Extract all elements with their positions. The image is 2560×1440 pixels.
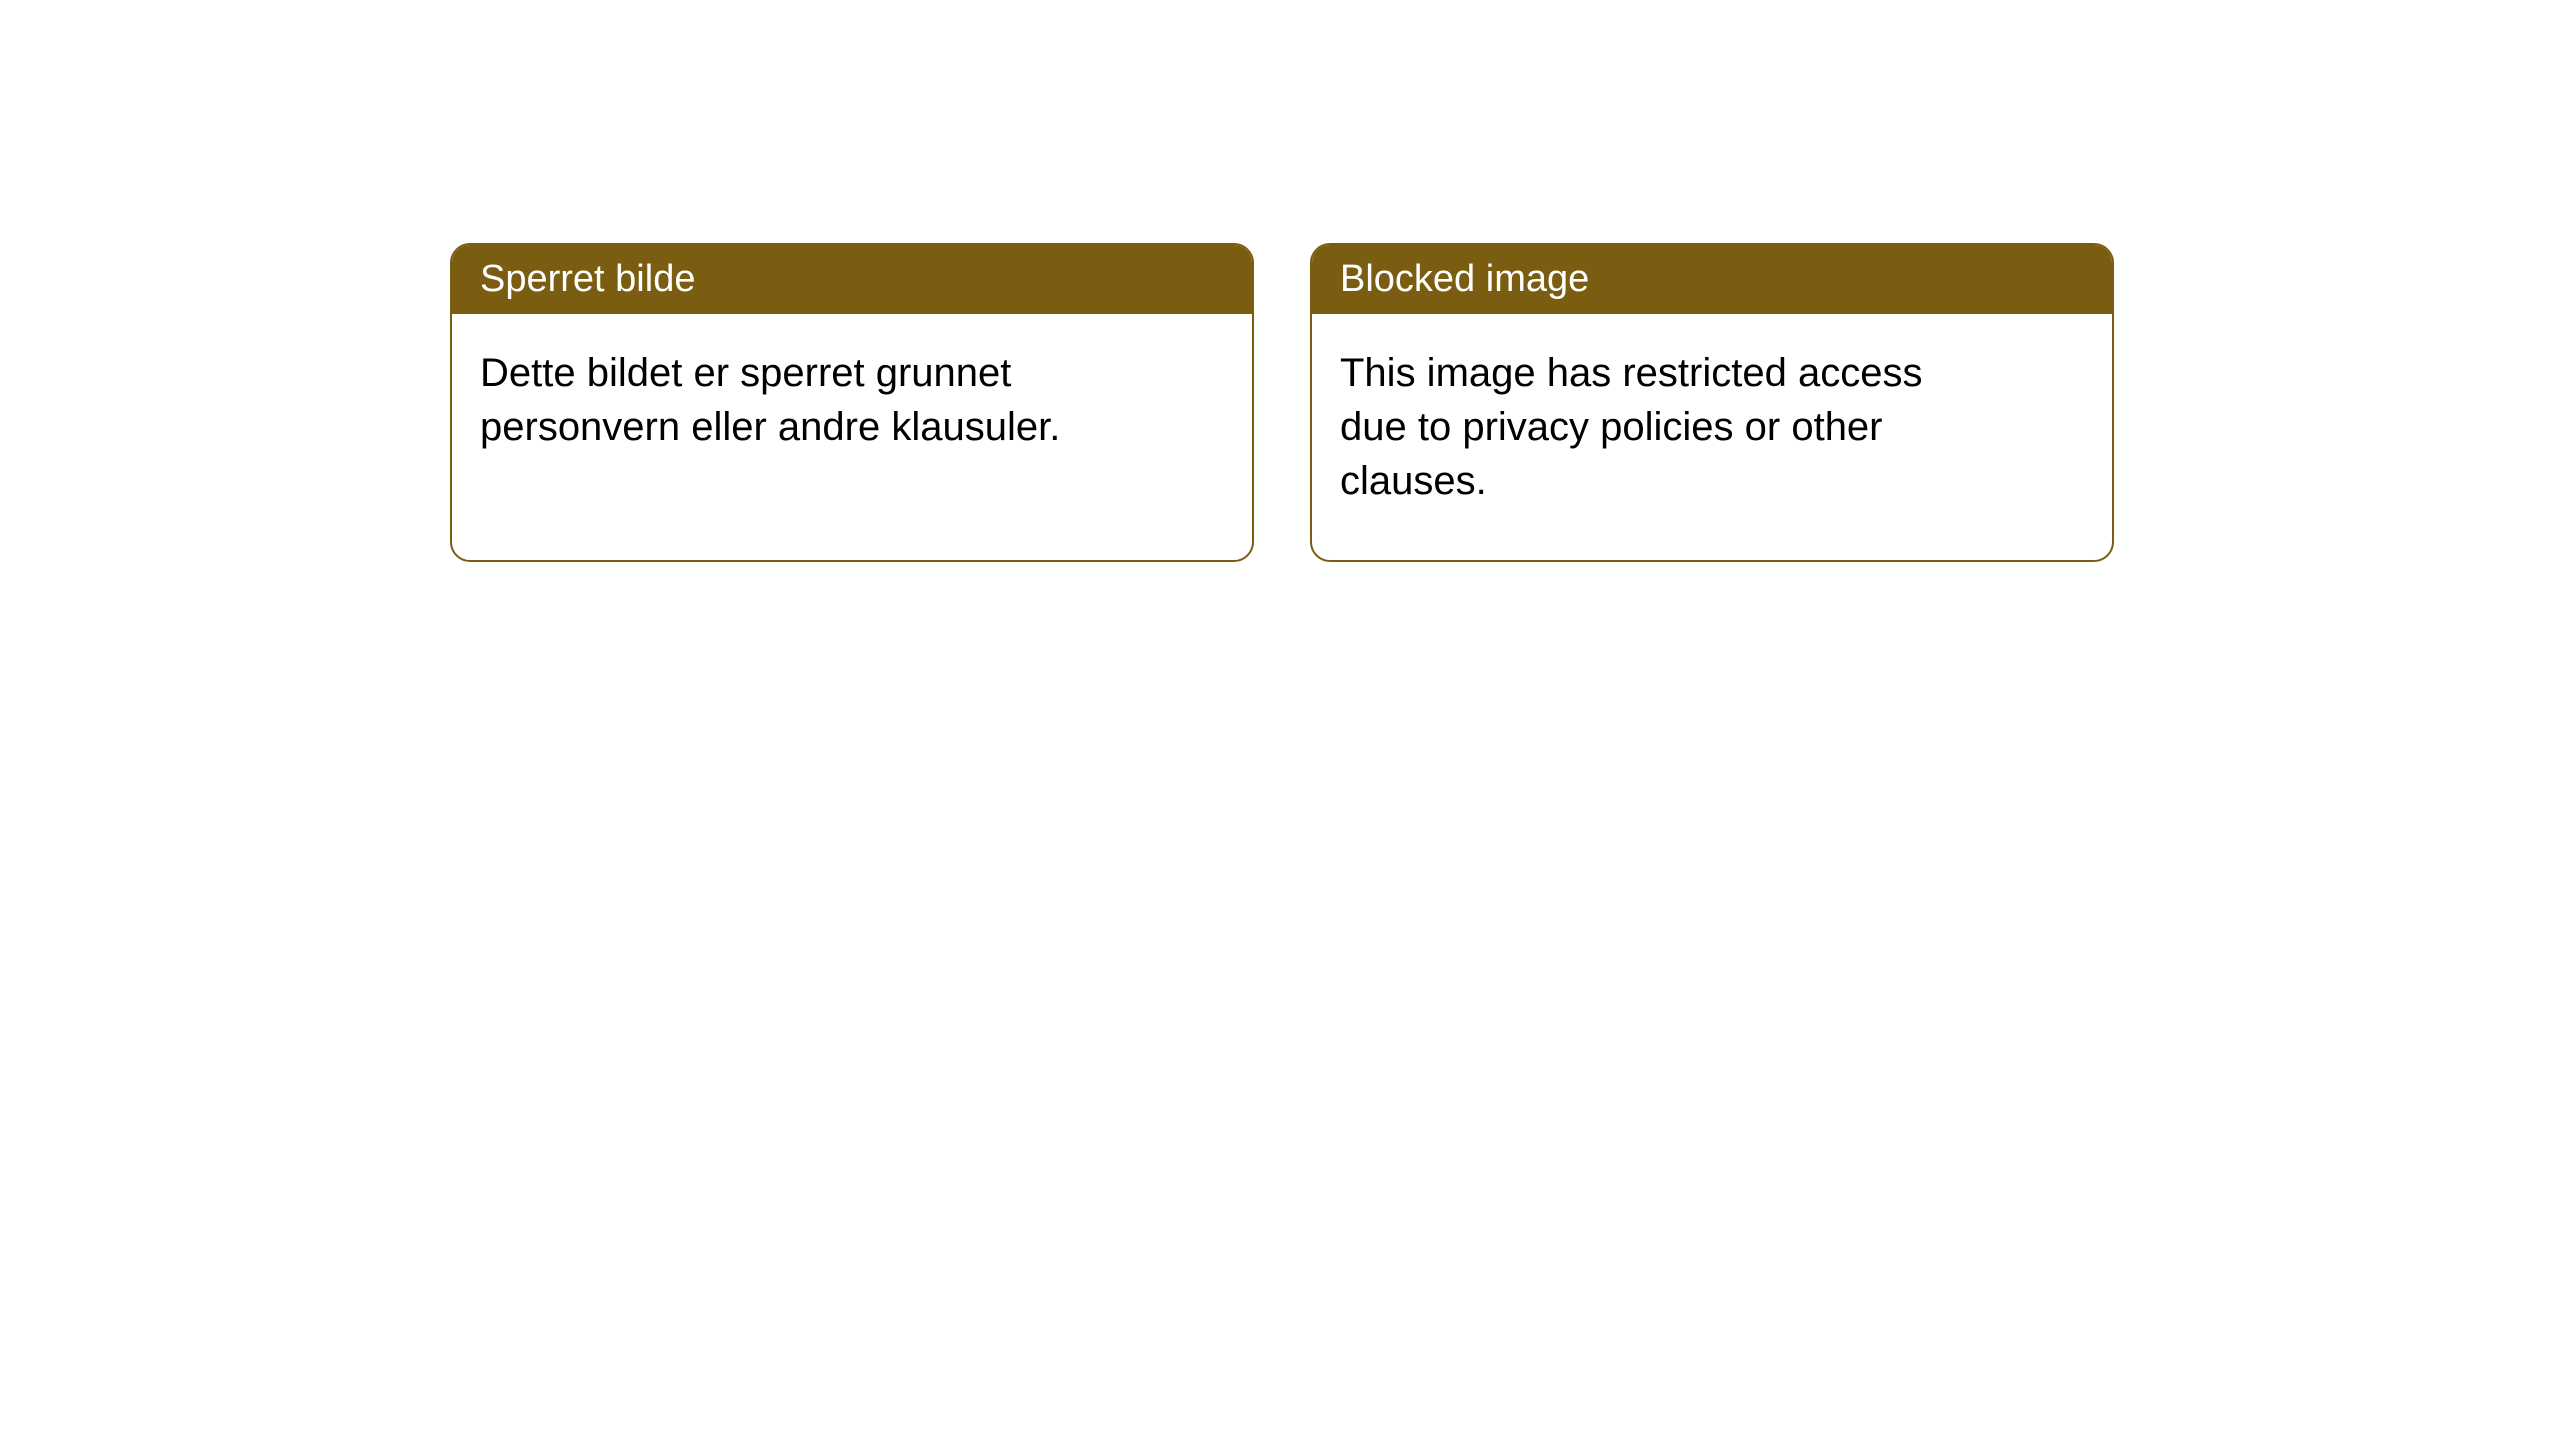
card-header-no: Sperret bilde xyxy=(452,245,1252,314)
notice-cards-container: Sperret bilde Dette bildet er sperret gr… xyxy=(450,243,2114,562)
card-title: Sperret bilde xyxy=(480,258,695,300)
card-header-en: Blocked image xyxy=(1312,245,2112,314)
card-body-no: Dette bildet er sperret grunnet personve… xyxy=(452,314,1252,554)
card-message: Dette bildet er sperret grunnet personve… xyxy=(480,346,1140,454)
card-message: This image has restricted access due to … xyxy=(1340,346,2000,508)
blocked-image-card-no: Sperret bilde Dette bildet er sperret gr… xyxy=(450,243,1254,562)
card-body-en: This image has restricted access due to … xyxy=(1312,314,2112,560)
card-title: Blocked image xyxy=(1340,258,1589,300)
blocked-image-card-en: Blocked image This image has restricted … xyxy=(1310,243,2114,562)
